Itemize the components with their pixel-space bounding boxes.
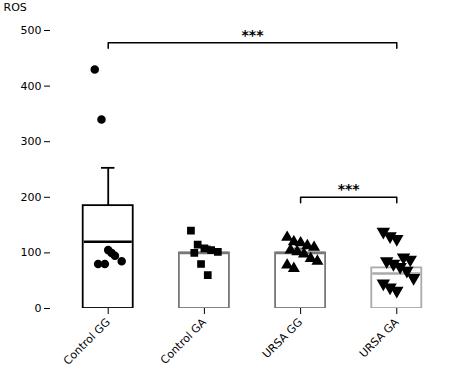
- svg-text:Control GA: Control GA: [158, 315, 209, 366]
- svg-text:200: 200: [21, 191, 42, 204]
- svg-text:***: ***: [338, 181, 361, 197]
- svg-text:URSA GG: URSA GG: [260, 316, 305, 361]
- svg-text:500: 500: [21, 24, 42, 37]
- svg-text:300: 300: [21, 135, 42, 148]
- svg-text:ROS: ROS: [4, 1, 27, 14]
- svg-text:100: 100: [21, 246, 42, 259]
- svg-text:URSA GA: URSA GA: [357, 315, 402, 360]
- svg-text:***: ***: [242, 27, 265, 43]
- svg-text:400: 400: [21, 80, 42, 93]
- svg-text:Control GG: Control GG: [61, 316, 113, 368]
- svg-text:0: 0: [35, 302, 42, 315]
